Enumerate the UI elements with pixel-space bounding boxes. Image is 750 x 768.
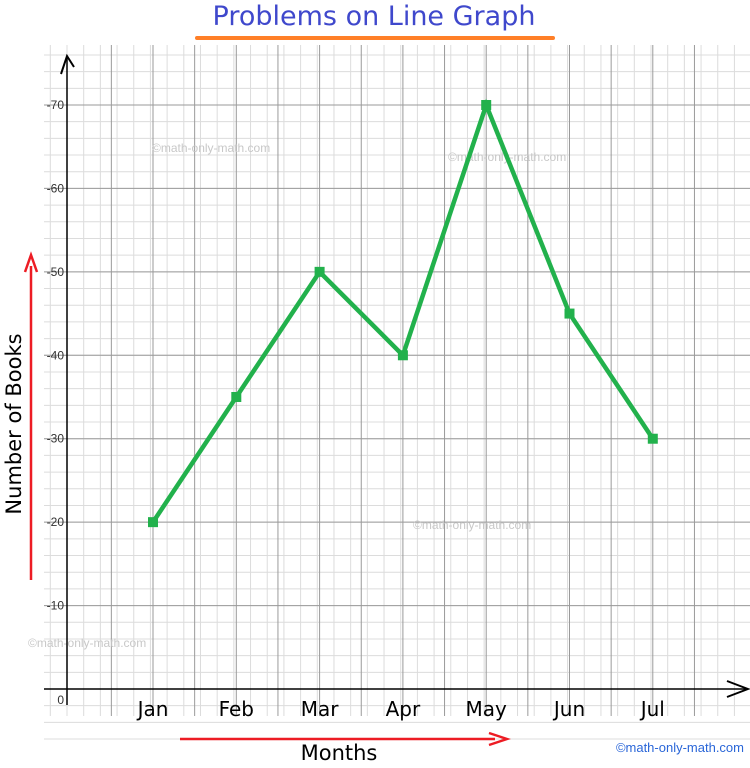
x-tick-label: Mar [301,697,340,721]
x-tick-label: Jan [136,697,169,721]
y-label-arrowhead [23,251,39,273]
watermark-text: ©math-only-math.com [28,636,146,650]
site-credit: ©math-only-math.com [616,740,744,755]
data-point [647,433,658,444]
data-point-markers [148,100,658,528]
major-gridlines [44,45,750,716]
data-point [231,392,242,402]
data-point [314,266,325,277]
y-axis-title: Number of Books [2,333,26,514]
x-tick-label: Apr [386,697,421,721]
data-point [481,100,492,110]
data-point [564,308,575,319]
minor-gridlines [44,45,750,740]
chart-title: Problems on Line Graph [213,1,536,32]
x-axis-arrowhead [726,680,750,698]
y-tick-label: -10 [47,599,65,613]
y-tick-label: -60 [47,181,65,195]
y-tick-label: 0 [57,693,64,707]
data-point [397,350,408,361]
y-tick-labels: 0 -10 -20 -30 -40 -50 -60 -70 [47,98,65,707]
x-label-arrowhead [488,731,511,747]
watermark-text: ©math-only-math.com [413,518,531,532]
y-tick-label: -30 [47,432,65,446]
x-tick-label: Jul [639,697,665,721]
y-tick-label: -20 [47,515,65,529]
y-tick-label: -70 [47,98,65,112]
y-tick-label: -50 [47,265,65,279]
watermark-text: ©math-only-math.com [152,141,270,155]
y-axis-arrowhead [60,53,75,75]
x-axis-title: Months [301,741,378,765]
x-tick-label: May [466,697,508,721]
x-tick-label: Feb [219,697,254,721]
data-point [148,517,158,528]
x-tick-label: Jun [552,697,585,721]
y-tick-label: -40 [47,348,65,362]
x-tick-labels: Jan Feb Mar Apr May Jun Jul [136,697,665,721]
